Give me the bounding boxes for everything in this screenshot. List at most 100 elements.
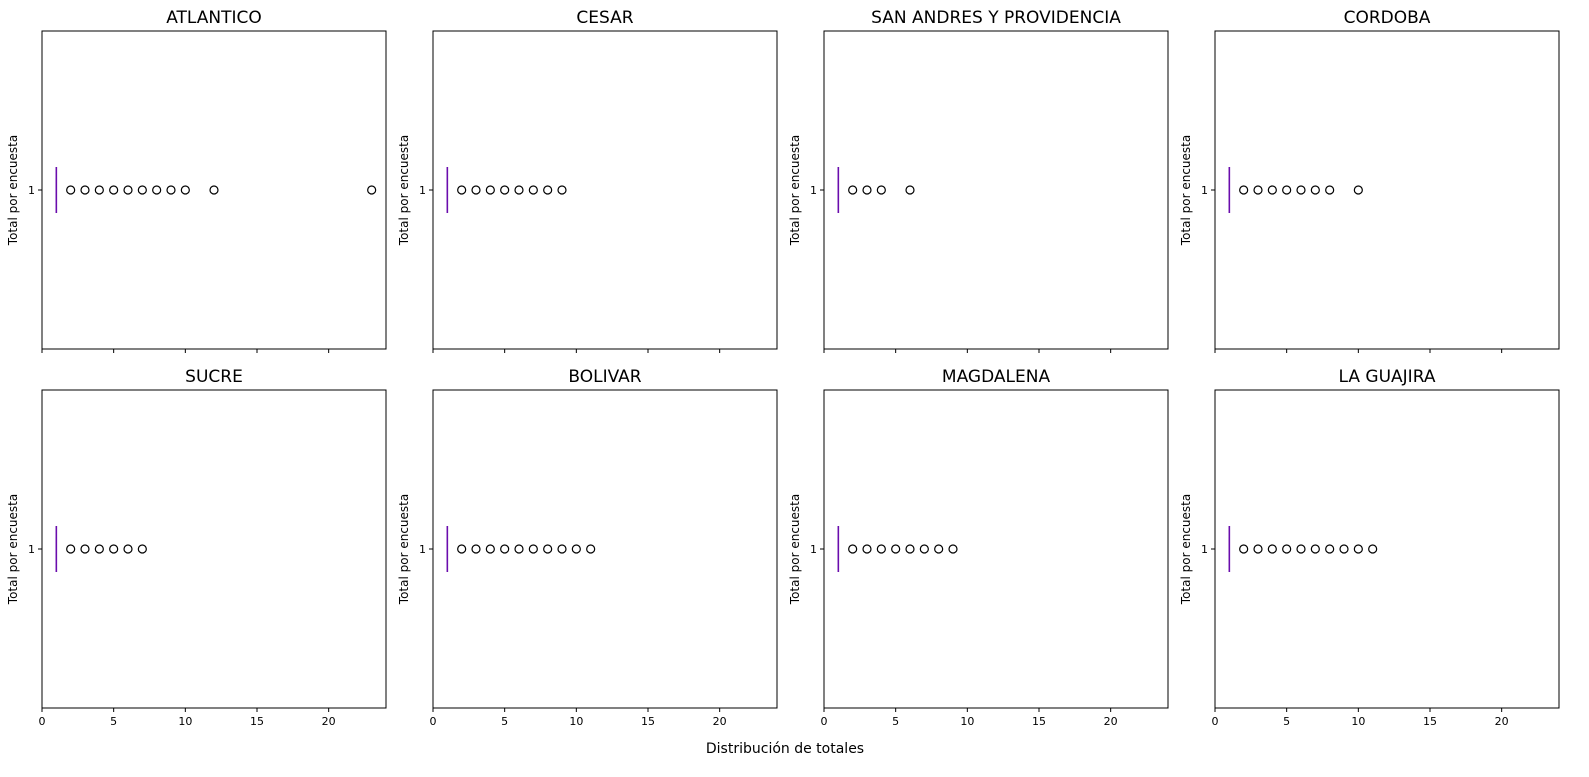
outlier-point [1253,185,1263,195]
axes-frame [41,30,387,350]
outlier-point [1296,185,1306,195]
subplot-panel: BOLIVAR 1 Total por encuesta 0 5 10 15 20 [397,367,778,728]
panel-title: LA GUAJIRA [1339,367,1436,387]
outlier-point [1296,544,1306,554]
outlier-point [457,185,467,195]
outlier-point [1267,185,1277,195]
outlier-point [905,185,915,195]
y-tick-label: 1 [1201,543,1208,556]
x-tick-label: 20 [1104,715,1118,728]
panel-title: MAGDALENA [942,367,1051,387]
outlier-point [948,544,958,554]
outlier-point [848,185,858,195]
subplot-panel: SUCRE 1 Total por encuesta 0 5 10 15 20 [6,367,387,728]
axes-frame [823,30,1169,350]
x-tick-label: 0 [1212,715,1219,728]
outlier-point [152,185,162,195]
panel-title: ATLANTICO [166,8,262,28]
x-tick-label: 15 [250,715,264,728]
outlier-point [528,185,538,195]
outlier-point [66,185,76,195]
outlier-point [485,185,495,195]
outlier-point [457,544,467,554]
y-axis-label: Total por encuesta [1179,135,1193,246]
outlier-point [123,185,133,195]
outlier-point [94,185,104,195]
outlier-point [80,185,90,195]
outlier-point [919,544,929,554]
outlier-point [862,544,872,554]
x-tick-label: 15 [1423,715,1437,728]
y-tick-label: 1 [810,184,817,197]
y-axis-label: Total por encuesta [1179,494,1193,605]
outlier-point [1267,544,1277,554]
outlier-point [1325,544,1335,554]
outlier-point [862,185,872,195]
outlier-point [109,544,119,554]
subplot-panel: ATLANTICO 1 Total por encuesta [6,8,387,353]
axes-frame [432,30,778,350]
outlier-point [543,185,553,195]
y-axis-label: Total por encuesta [397,135,411,246]
outlier-point [123,544,133,554]
outlier-point [80,544,90,554]
outlier-point [1310,185,1320,195]
subplot-panel: CESAR 1 Total por encuesta [397,8,778,353]
outlier-point [528,544,538,554]
y-axis-label: Total por encuesta [6,494,20,605]
outlier-point [94,544,104,554]
axes-frame [1214,389,1560,709]
x-tick-label: 10 [1351,715,1365,728]
panel-title: SUCRE [185,367,243,387]
outlier-point [514,185,524,195]
panel-title: CORDOBA [1344,8,1431,28]
outlier-point [1282,185,1292,195]
outlier-point [934,544,944,554]
x-tick-label: 20 [1495,715,1509,728]
outlier-point [137,544,147,554]
y-tick-label: 1 [28,543,35,556]
x-tick-label: 20 [713,715,727,728]
y-tick-label: 1 [1201,184,1208,197]
axes-frame [41,389,387,709]
outlier-point [500,544,510,554]
axes-frame [1214,30,1560,350]
outlier-point [557,185,567,195]
outlier-point [1353,544,1363,554]
subplot-panel: MAGDALENA 1 Total por encuesta 0 5 10 15 20 [788,367,1169,728]
x-tick-label: 5 [892,715,899,728]
y-tick-label: 1 [28,184,35,197]
outlier-point [557,544,567,554]
outlier-point [1353,185,1363,195]
x-tick-label: 10 [178,715,192,728]
y-axis-label: Total por encuesta [397,494,411,605]
x-tick-label: 10 [569,715,583,728]
x-tick-label: 5 [1283,715,1290,728]
outlier-point [848,544,858,554]
outlier-point [471,544,481,554]
outlier-point [485,544,495,554]
outlier-point [1239,544,1249,554]
y-tick-label: 1 [419,543,426,556]
outlier-point [137,185,147,195]
outlier-point [891,544,901,554]
y-tick-label: 1 [419,184,426,197]
outlier-point [1368,544,1378,554]
outlier-point [66,544,76,554]
outlier-point [1310,544,1320,554]
outlier-point [571,544,581,554]
y-tick-label: 1 [810,543,817,556]
y-axis-label: Total por encuesta [6,135,20,246]
subplot-panel: CORDOBA 1 Total por encuesta [1179,8,1560,353]
outlier-point [1339,544,1349,554]
outlier-point [876,185,886,195]
x-tick-label: 10 [960,715,974,728]
outlier-point [1282,544,1292,554]
axes-frame [823,389,1169,709]
x-tick-label: 5 [110,715,117,728]
x-tick-label: 0 [430,715,437,728]
outlier-point [500,185,510,195]
y-axis-label: Total por encuesta [788,494,802,605]
x-tick-label: 5 [501,715,508,728]
